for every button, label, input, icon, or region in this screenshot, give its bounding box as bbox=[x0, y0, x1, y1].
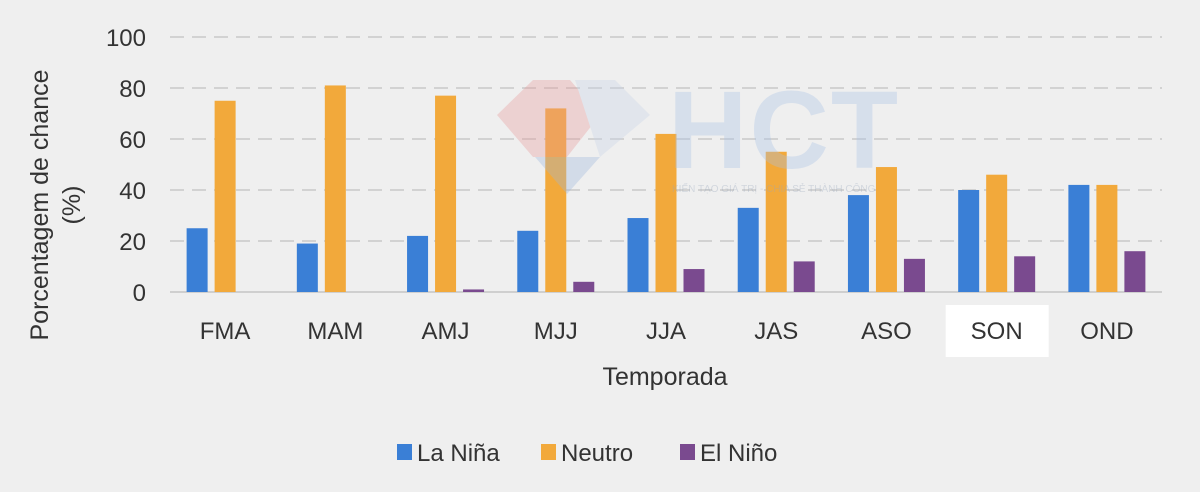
legend: La Niña Neutro El Niño bbox=[397, 440, 777, 467]
bar bbox=[545, 108, 567, 293]
bar bbox=[1124, 251, 1146, 292]
bar bbox=[296, 243, 318, 292]
bar bbox=[683, 269, 705, 292]
bar bbox=[1096, 184, 1118, 292]
y-axis-label-unit: (%) bbox=[58, 186, 86, 225]
y-axis-label: Porcentagem de chance bbox=[26, 69, 54, 340]
bar-series bbox=[186, 85, 1146, 293]
bar bbox=[875, 167, 897, 292]
bar bbox=[1068, 184, 1090, 292]
y-tick-label: 60 bbox=[119, 127, 146, 154]
watermark-diamond-lower bbox=[535, 157, 600, 194]
x-axis-label: Temporada bbox=[602, 363, 727, 391]
y-tick-labels: 0 20 40 60 80 100 bbox=[106, 25, 146, 307]
watermark-diamond-upper bbox=[497, 80, 600, 157]
legend-label: El Niño bbox=[700, 440, 777, 467]
bar bbox=[1014, 256, 1036, 292]
bar bbox=[435, 95, 457, 293]
category-highlight bbox=[945, 305, 1049, 357]
bar bbox=[186, 228, 208, 292]
bar bbox=[573, 281, 595, 292]
legend-label: La Niña bbox=[417, 440, 500, 467]
x-tick-label: JAS bbox=[754, 318, 798, 345]
bar bbox=[463, 289, 485, 292]
legend-swatch bbox=[541, 444, 556, 460]
bar bbox=[214, 100, 236, 292]
x-tick-label: JJA bbox=[646, 318, 686, 345]
bar bbox=[627, 218, 649, 292]
x-tick-label: SON bbox=[971, 318, 1023, 345]
x-tick-label: AMJ bbox=[422, 318, 470, 345]
highlighted-category-box bbox=[945, 305, 1049, 357]
x-tick-label: ASO bbox=[861, 318, 912, 345]
legend-swatch bbox=[397, 444, 412, 460]
bar bbox=[737, 207, 759, 292]
bar bbox=[958, 190, 980, 292]
bar bbox=[324, 85, 346, 292]
x-tick-label: MJJ bbox=[534, 318, 578, 345]
x-tick-label: MAM bbox=[307, 318, 363, 345]
bar bbox=[986, 174, 1008, 292]
x-tick-label: OND bbox=[1080, 318, 1133, 345]
legend-label: Neutro bbox=[561, 440, 633, 467]
y-tick-label: 80 bbox=[119, 76, 146, 103]
bar bbox=[765, 151, 787, 292]
y-tick-label: 100 bbox=[106, 25, 146, 52]
y-tick-label: 0 bbox=[133, 280, 146, 307]
watermark-diamond-side bbox=[575, 80, 650, 157]
watermark-tagline: KIẾN TẠO GIÁ TRỊ - CHIA SẺ THÀNH CÔNG bbox=[672, 182, 876, 195]
bar bbox=[407, 235, 429, 292]
legend-swatch bbox=[680, 444, 695, 460]
watermark-brand: HCT bbox=[668, 69, 900, 192]
bar bbox=[655, 133, 677, 292]
y-tick-label: 20 bbox=[119, 229, 146, 256]
x-tick-labels: FMA MAM AMJ MJJ JJA JAS ASO SON OND bbox=[200, 318, 1134, 345]
bar bbox=[517, 230, 539, 292]
x-tick-label: FMA bbox=[200, 318, 251, 345]
watermark-logo: HCT KIẾN TẠO GIÁ TRỊ - CHIA SẺ THÀNH CÔN… bbox=[497, 69, 900, 195]
y-tick-label: 40 bbox=[119, 178, 146, 205]
bar bbox=[793, 261, 815, 292]
bar bbox=[903, 258, 925, 292]
bar bbox=[847, 195, 869, 292]
